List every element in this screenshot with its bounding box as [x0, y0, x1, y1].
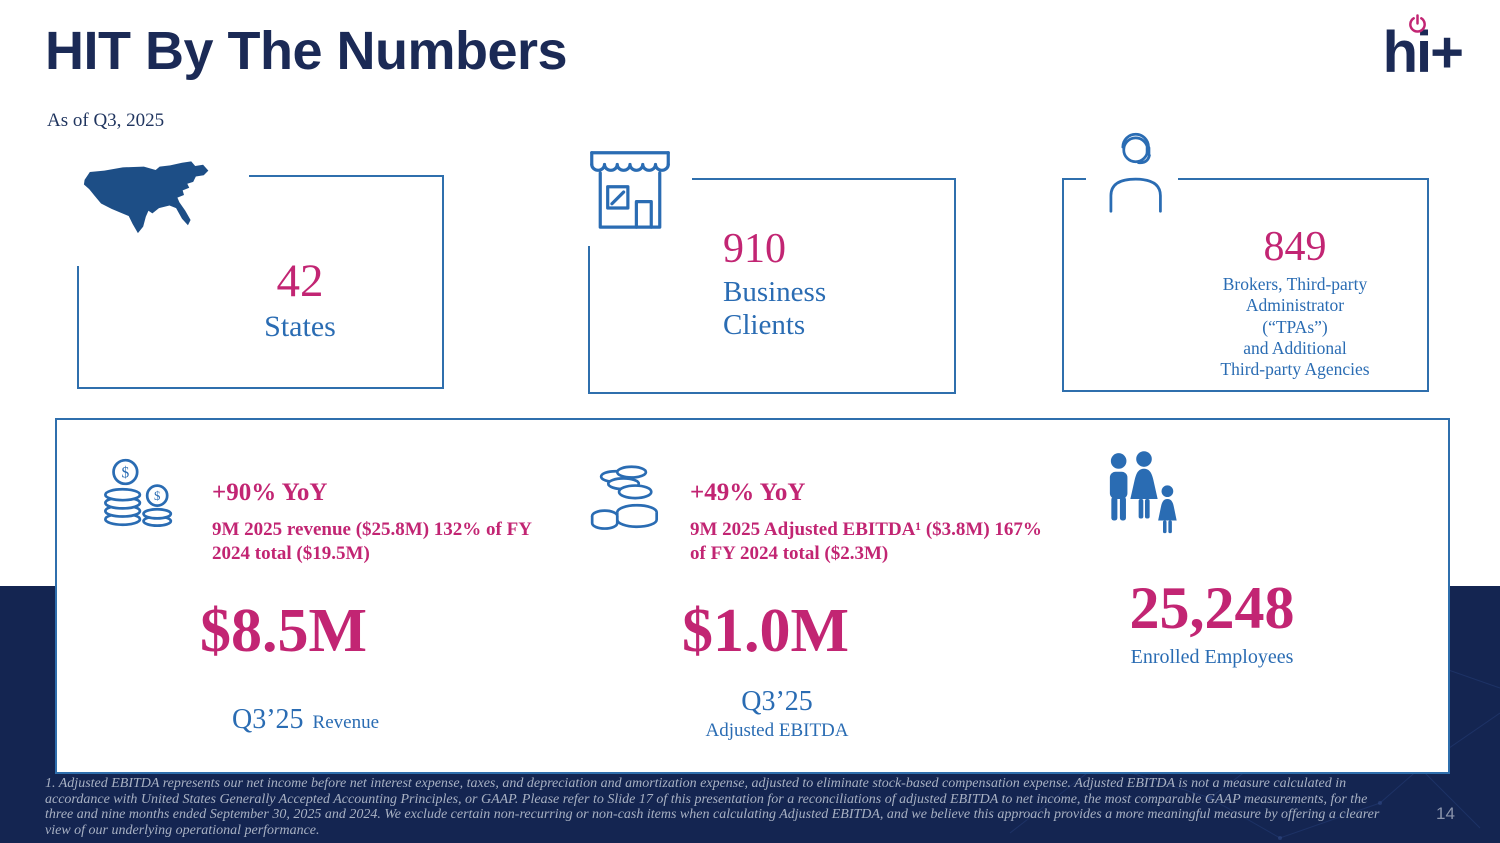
revenue-amount: $8.5M	[200, 597, 368, 665]
states-label: States	[264, 310, 336, 343]
ebitda-period-quarter: Q3’25	[741, 686, 813, 717]
revenue-period-quarter: Q3’25	[232, 704, 304, 735]
as-of-date: As of Q3, 2025	[47, 110, 165, 131]
svg-text:$: $	[122, 464, 130, 481]
logo-text: hi+	[1382, 20, 1464, 85]
revenue-detail: 9M 2025 revenue ($25.8M) 132% of FY 2024…	[212, 519, 532, 564]
states-count: 42	[276, 255, 324, 307]
ebitda-amount: $1.0M	[682, 597, 850, 665]
us-map-icon	[64, 148, 249, 266]
revenue-yoy-growth: +90% YoY	[212, 479, 328, 506]
enrolled-employees-count: 25,248	[1129, 575, 1295, 641]
ebitda-detail: 9M 2025 Adjusted EBITDA¹ ($3.8M) 167% of…	[690, 519, 1042, 564]
coins-icon	[585, 462, 671, 541]
brokers-count: 849	[1263, 224, 1327, 270]
company-logo: hi+	[1332, 14, 1464, 94]
revenue-period: Q3’25 Revenue	[232, 706, 379, 734]
storefront-icon	[568, 136, 692, 246]
business-clients-label: Business Clients	[723, 276, 827, 342]
power-icon	[1407, 14, 1428, 40]
page-number: 14	[1436, 804, 1455, 823]
footnote: 1. Adjusted EBITDA represents our net in…	[45, 776, 1380, 839]
enrolled-employees-label: Enrolled Employees	[1130, 646, 1294, 668]
business-clients-count: 910	[723, 226, 786, 272]
ebitda-period-label: Adjusted EBITDA	[705, 720, 849, 741]
metrics-panel: $ $ +90% YoY 9M 2025 revenue ($25.8M) 13…	[55, 418, 1450, 774]
family-icon	[1105, 450, 1183, 553]
stat-box-states	[77, 175, 444, 389]
stat-box-brokers	[1062, 178, 1429, 392]
revenue-period-label: Revenue	[312, 712, 380, 733]
stat-box-business-clients	[588, 178, 956, 394]
coin-stack-icon: $ $	[95, 452, 183, 537]
svg-text:$: $	[154, 489, 160, 503]
support-agent-icon	[1086, 118, 1178, 222]
page-title: HIT By The Numbers	[45, 21, 568, 81]
ebitda-period: Q3’25 Adjusted EBITDA	[657, 686, 897, 741]
ebitda-yoy-growth: +49% YoY	[690, 479, 806, 506]
brokers-label: Brokers, Third-party Administrator (“TPA…	[1220, 274, 1370, 380]
